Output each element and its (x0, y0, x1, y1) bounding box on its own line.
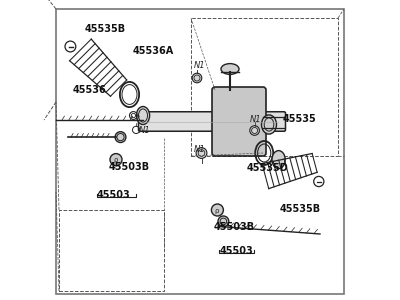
Ellipse shape (250, 126, 260, 135)
Text: 45503B: 45503B (108, 161, 150, 172)
Ellipse shape (115, 132, 126, 142)
Text: ρ: ρ (113, 157, 118, 163)
Text: ρ: ρ (215, 208, 219, 214)
Text: 45535B: 45535B (84, 23, 126, 34)
Ellipse shape (110, 154, 122, 166)
FancyBboxPatch shape (212, 87, 266, 156)
Bar (59, 210, 164, 291)
Text: N1: N1 (250, 115, 261, 124)
FancyBboxPatch shape (138, 112, 286, 131)
Text: 45535: 45535 (282, 113, 316, 124)
Text: 45535B: 45535B (280, 203, 321, 214)
Ellipse shape (192, 73, 202, 83)
Text: N1: N1 (138, 127, 150, 136)
Text: 45503B: 45503B (214, 221, 255, 232)
Ellipse shape (262, 115, 276, 134)
Text: 45535D: 45535D (246, 163, 288, 173)
Text: N1: N1 (194, 145, 205, 154)
Ellipse shape (211, 204, 223, 216)
Ellipse shape (221, 64, 239, 74)
Ellipse shape (196, 148, 207, 158)
Ellipse shape (218, 216, 229, 227)
Text: 45503: 45503 (220, 245, 253, 256)
Bar (191, 18, 338, 156)
Text: 45536: 45536 (72, 85, 106, 95)
Ellipse shape (272, 151, 285, 169)
Ellipse shape (136, 106, 150, 124)
Text: N1: N1 (194, 61, 205, 70)
Text: 45536A: 45536A (132, 46, 174, 56)
Text: 45503: 45503 (96, 190, 130, 200)
